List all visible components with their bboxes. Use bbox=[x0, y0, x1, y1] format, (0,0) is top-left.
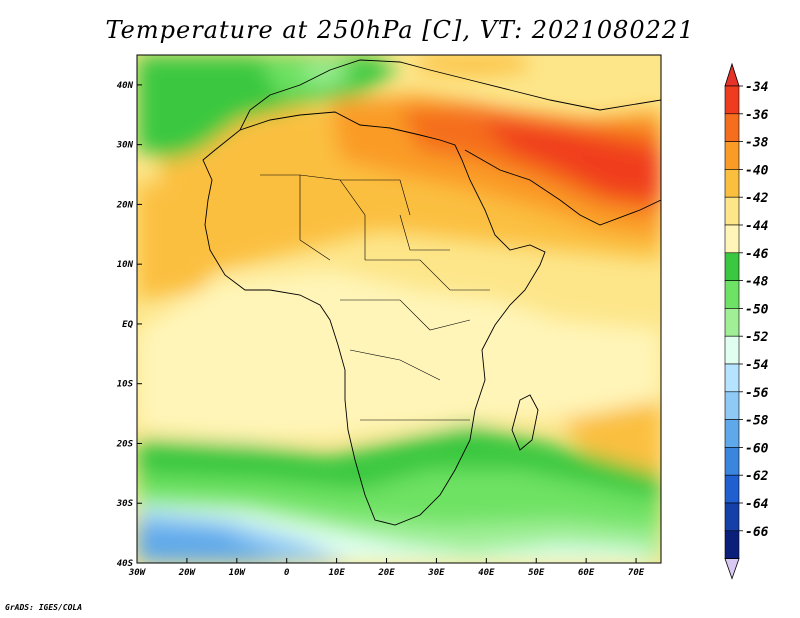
lon-tick-label: 10W bbox=[229, 568, 247, 578]
lon-tick-label: 10E bbox=[328, 568, 345, 578]
axis-tick-labels: 30W 20W 10W 0 10E 20E 30E 40E 50E 60E 70E 40N 30N 20N… bbox=[116, 81, 645, 578]
colorbar-swatch bbox=[724, 447, 740, 476]
lon-tick-label: 30E bbox=[427, 568, 445, 578]
lon-tick-label: 40E bbox=[478, 568, 495, 578]
madagascar-coastline bbox=[511, 394, 539, 451]
colorbar-swatch bbox=[724, 280, 740, 309]
lat-tick-label: 30N bbox=[116, 141, 134, 151]
colorbar-bottom-arrow bbox=[724, 558, 740, 580]
colorbar-swatch bbox=[724, 502, 740, 532]
colorbar-label: -36 bbox=[745, 108, 769, 123]
coastlines bbox=[202, 59, 661, 526]
colorbar-swatch bbox=[724, 308, 740, 337]
colorbar-swatch bbox=[724, 391, 740, 420]
lat-tick-label: 40S bbox=[117, 559, 134, 569]
colorbar-swatch bbox=[724, 363, 740, 393]
axis-ticks bbox=[136, 84, 637, 564]
colorbar-swatch bbox=[724, 474, 740, 504]
lon-tick-label: 70E bbox=[628, 568, 645, 578]
lon-tick-label: 60E bbox=[578, 568, 595, 578]
colorbar-swatch bbox=[724, 141, 740, 170]
colorbar-swatch bbox=[724, 169, 740, 198]
arabia-coastline bbox=[464, 149, 661, 226]
colorbar-label: -60 bbox=[745, 441, 769, 456]
lat-tick-label: EQ bbox=[122, 320, 133, 330]
colorbar-label: -46 bbox=[745, 247, 769, 262]
colorbar-label: -52 bbox=[745, 330, 769, 345]
lon-tick-label: 0 bbox=[284, 568, 290, 578]
colorbar-label: -42 bbox=[745, 191, 769, 206]
colorbar-label: -40 bbox=[745, 163, 769, 178]
colorbar-label: -56 bbox=[745, 386, 769, 401]
colorbar-label: -64 bbox=[745, 497, 769, 512]
lat-tick-label: 20S bbox=[116, 439, 134, 449]
colorbar-swatch bbox=[724, 196, 740, 226]
colorbar-swatch bbox=[724, 85, 740, 115]
colorbar-label: -44 bbox=[745, 219, 769, 234]
africa-coastline bbox=[202, 111, 546, 526]
lon-tick-label: 20E bbox=[377, 568, 395, 578]
colorbar-swatch bbox=[724, 419, 740, 448]
colorbar-label: -54 bbox=[745, 358, 769, 373]
lat-tick-label: 20N bbox=[116, 200, 134, 210]
lat-tick-label: 30S bbox=[116, 499, 134, 509]
country-borders bbox=[260, 174, 490, 421]
colorbar-label: -38 bbox=[745, 136, 769, 151]
colorbar-top-arrow bbox=[724, 62, 740, 87]
map-frame bbox=[136, 54, 662, 564]
colorbar-swatch bbox=[724, 252, 740, 281]
colorbar-label: -34 bbox=[745, 80, 769, 95]
europe-coastline bbox=[239, 59, 661, 131]
map-title: Temperature at 250hPa [C], VT: 202108022… bbox=[105, 16, 695, 44]
colorbar-swatch bbox=[724, 530, 740, 559]
lat-tick-label: 10S bbox=[117, 380, 134, 390]
colorbar-label: -50 bbox=[745, 302, 769, 317]
lon-tick-label: 20W bbox=[178, 568, 197, 578]
colorbar-label: -58 bbox=[745, 414, 769, 429]
lat-tick-label: 10N bbox=[117, 260, 134, 270]
colorbar: -34 -36 -38 -40 -42 -44 -46 -48 -50 -52 -54 -56 -58 -… bbox=[724, 62, 769, 580]
credit-label: GrADS: IGES/COLA bbox=[5, 603, 83, 612]
lat-tick-label: 40N bbox=[117, 81, 134, 91]
colorbar-label: -48 bbox=[745, 275, 769, 290]
colorbar-swatch bbox=[724, 335, 740, 365]
lon-tick-label: 30W bbox=[128, 568, 147, 578]
colorbar-swatch bbox=[724, 224, 740, 254]
colorbar-swatch bbox=[724, 113, 740, 142]
temperature-field bbox=[137, 55, 661, 563]
lon-tick-label: 50E bbox=[528, 568, 545, 578]
colorbar-label: -62 bbox=[745, 469, 769, 484]
colorbar-label: -66 bbox=[745, 525, 769, 540]
